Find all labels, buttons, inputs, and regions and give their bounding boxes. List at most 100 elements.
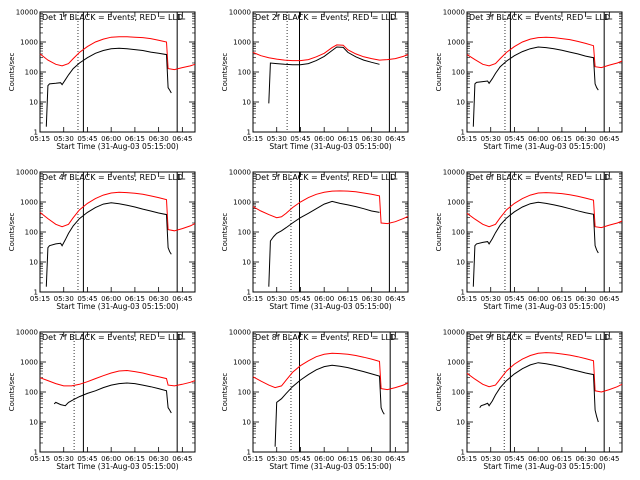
chart-title: Det 5f BLACK = Events, RED = LLD <box>255 173 396 182</box>
y-tick-label: 100 <box>452 389 465 397</box>
x-axis-label: Start Time (31-Aug-03 05:15:00) <box>269 142 391 151</box>
y-tick-label: 10000 <box>229 329 251 337</box>
x-tick-label: 06:00 <box>314 295 334 303</box>
chart-title: Det 4f BLACK = Events, RED = LLD <box>42 173 183 182</box>
bracket-marker <box>391 334 399 340</box>
y-tick-label: 1000 <box>20 39 38 47</box>
x-tick-label: 05:45 <box>504 455 524 463</box>
y-tick-label: 10000 <box>443 9 465 17</box>
x-tick-label: 06:45 <box>599 135 619 143</box>
x-tick-label: 05:30 <box>481 135 501 143</box>
y-tick-label: 100 <box>452 69 465 77</box>
bracket-marker <box>178 334 186 340</box>
x-axis-label: Start Time (31-Aug-03 05:15:00) <box>56 302 178 311</box>
series-line-lld-red <box>466 352 623 393</box>
x-tick-label: 05:15 <box>243 455 263 463</box>
bracket-marker <box>391 14 398 20</box>
x-axis-label: Start Time (31-Aug-03 05:15:00) <box>56 142 178 151</box>
x-tick-label: 06:30 <box>576 135 596 143</box>
x-tick-label: 06:15 <box>552 135 572 143</box>
x-tick-label: 06:00 <box>101 295 121 303</box>
series-line-lld-red <box>252 190 409 225</box>
x-tick-label: 06:15 <box>125 135 145 143</box>
x-tick-label: 06:45 <box>385 135 405 143</box>
x-tick-label: 06:15 <box>338 455 358 463</box>
bracket-marker <box>605 14 613 20</box>
chart-panel-9: 1 10 100 1000 10000 05:15 05:30 05:45 06:00 06:15… <box>435 329 623 471</box>
y-tick-label: 10 <box>242 419 251 427</box>
x-tick-label: 06:00 <box>101 455 121 463</box>
series-line-events-black <box>45 202 172 287</box>
chart-panel-1: 1 10 100 1000 10000 05:15 05:30 05:45 06:00 06:15… <box>8 9 196 151</box>
series-line-events-black <box>45 47 172 127</box>
chart-title: Det 2f BLACK = Events, RED = LLD <box>255 13 396 22</box>
y-axis-label: Counts/sec <box>8 53 16 92</box>
plot-frame <box>39 11 196 133</box>
y-tick-label: 10 <box>29 99 38 107</box>
y-axis-label: Counts/sec <box>8 213 16 252</box>
chart-panel-6: 1 10 100 1000 10000 05:15 05:30 05:45 06:00 06:15… <box>435 169 623 311</box>
x-tick-label: 06:45 <box>172 455 192 463</box>
y-tick-label: 100 <box>238 229 251 237</box>
x-axis-label: Start Time (31-Aug-03 05:15:00) <box>483 462 605 471</box>
x-tick-label: 05:45 <box>290 295 310 303</box>
y-tick-label: 10000 <box>229 9 251 17</box>
x-tick-label: 06:15 <box>552 455 572 463</box>
y-tick-label: 10 <box>242 99 251 107</box>
chart-panel-3: 1 10 100 1000 10000 05:15 05:30 05:45 06:00 06:15… <box>435 9 623 151</box>
x-tick-label: 06:45 <box>385 295 405 303</box>
x-tick-label: 05:15 <box>243 135 263 143</box>
x-tick-label: 05:15 <box>30 455 50 463</box>
y-tick-label: 10 <box>29 419 38 427</box>
x-tick-label: 06:45 <box>172 295 192 303</box>
y-tick-label: 1 <box>461 129 465 137</box>
x-axis-label: Start Time (31-Aug-03 05:15:00) <box>483 142 605 151</box>
chart-panel-5: 1 10 100 1000 10000 05:15 05:30 05:45 06:00 06:15… <box>221 169 409 311</box>
chart-title: Det 9f BLACK = Events, RED = LLD <box>469 333 610 342</box>
x-axis-label: Start Time (31-Aug-03 05:15:00) <box>56 462 178 471</box>
chart-title: Det 6f BLACK = Events, RED = LLD <box>469 173 610 182</box>
y-tick-label: 10000 <box>16 9 38 17</box>
bracket-marker <box>391 174 398 180</box>
y-tick-label: 1000 <box>20 199 38 207</box>
chart-panel-8: 1 10 100 1000 10000 05:15 05:30 05:45 06:00 06:15… <box>221 329 409 471</box>
y-tick-label: 10 <box>456 99 465 107</box>
y-tick-label: 100 <box>238 389 251 397</box>
series-line-events-black <box>472 201 599 287</box>
x-tick-label: 05:30 <box>267 135 287 143</box>
x-tick-label: 05:45 <box>77 295 97 303</box>
x-tick-label: 05:15 <box>457 135 477 143</box>
x-tick-label: 06:15 <box>338 135 358 143</box>
x-tick-label: 05:45 <box>290 455 310 463</box>
series-line-lld-red <box>39 369 196 387</box>
y-tick-label: 10000 <box>16 329 38 337</box>
x-tick-label: 06:00 <box>528 135 548 143</box>
chart-title: Det 7f BLACK = Events, RED = LLD <box>42 333 183 342</box>
y-tick-label: 10000 <box>443 169 465 177</box>
bracket-marker <box>605 334 613 340</box>
x-tick-label: 06:30 <box>362 455 382 463</box>
y-tick-label: 1000 <box>447 39 465 47</box>
x-tick-label: 06:00 <box>314 455 334 463</box>
y-axis-label: Counts/sec <box>435 213 443 252</box>
y-tick-label: 10000 <box>443 329 465 337</box>
y-tick-label: 10 <box>456 419 465 427</box>
y-tick-label: 1 <box>247 289 251 297</box>
plot-frame <box>252 171 409 293</box>
plot-frame <box>39 331 196 453</box>
y-tick-label: 1 <box>247 129 251 137</box>
y-tick-label: 10 <box>29 259 38 267</box>
x-tick-label: 05:15 <box>457 295 477 303</box>
y-tick-label: 100 <box>25 69 38 77</box>
x-tick-label: 05:45 <box>504 135 524 143</box>
plot-frame <box>39 171 196 293</box>
bracket-marker <box>178 174 186 180</box>
x-tick-label: 05:15 <box>30 135 50 143</box>
series-line-lld-red <box>252 44 409 62</box>
x-tick-label: 06:15 <box>125 455 145 463</box>
x-axis-label: Start Time (31-Aug-03 05:15:00) <box>269 462 391 471</box>
x-tick-label: 06:00 <box>314 135 334 143</box>
y-tick-label: 1000 <box>233 199 251 207</box>
x-tick-label: 06:45 <box>599 295 619 303</box>
bracket-marker <box>605 174 613 180</box>
